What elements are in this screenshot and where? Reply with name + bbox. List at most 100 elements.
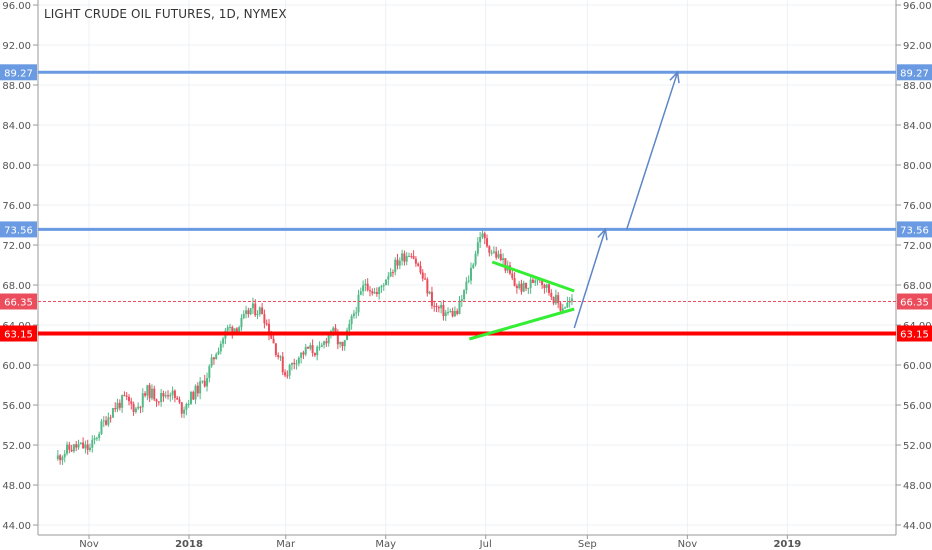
y-tick-label-left: 76.00 (2, 201, 31, 212)
candles-group (56, 228, 573, 465)
projection-arrow-head (669, 70, 680, 84)
candle-body (382, 285, 385, 287)
candle-body (350, 316, 353, 325)
candle-body (364, 283, 367, 286)
candle-body (233, 328, 236, 333)
price-tag-left-label: 66.35 (4, 298, 33, 309)
candle-body (284, 372, 287, 376)
candle-body (189, 392, 192, 404)
y-tick-label-right: 60.00 (903, 361, 932, 372)
candle-body (531, 279, 534, 283)
candle-body (405, 256, 408, 262)
candle-body (130, 401, 133, 404)
candle-body (394, 259, 397, 273)
candle-body (403, 253, 406, 262)
y-tick-label-right: 76.00 (903, 201, 932, 212)
candle-body (378, 287, 381, 295)
candle-body (66, 444, 69, 454)
candle-body (164, 395, 167, 397)
candle-body (132, 403, 135, 413)
candle-body (359, 291, 362, 295)
candle-body (518, 283, 521, 289)
candle-body (371, 291, 374, 294)
candle-body (201, 380, 204, 382)
candle-body (424, 278, 427, 280)
candle-body (72, 444, 75, 452)
price-tag-left (0, 325, 37, 342)
candle-body (341, 342, 344, 347)
candle-body (144, 393, 147, 396)
candle-body (566, 302, 569, 308)
candle-body (396, 259, 399, 266)
projection-arrow-shaft (625, 72, 679, 230)
price-tag-right (897, 221, 932, 238)
price-tag-left (0, 64, 37, 81)
candle-body (522, 282, 525, 292)
candle-body (185, 404, 188, 410)
candle-body (125, 395, 128, 397)
x-tick-label: Mar (276, 539, 296, 550)
candle-body (481, 233, 484, 238)
candle-body (316, 346, 319, 356)
candle-body (295, 363, 298, 365)
candle-body (59, 455, 62, 461)
candle-body (515, 285, 518, 289)
candle-body (242, 313, 245, 318)
y-tick-label-right: 72.00 (903, 241, 932, 252)
y-tick-label-left: 56.00 (2, 401, 31, 412)
candle-body (332, 327, 335, 331)
candle-body (100, 421, 103, 434)
candle-body (527, 287, 530, 289)
candle-body (444, 312, 447, 317)
candle-body (256, 314, 259, 316)
candle-body (300, 352, 303, 358)
candle-body (274, 343, 277, 355)
price-tag-left (0, 293, 37, 310)
candle-body (270, 334, 273, 339)
candle-body (194, 385, 197, 400)
candle-body (249, 308, 252, 315)
x-tick-label: 2019 (773, 539, 801, 550)
candle-body (139, 406, 142, 408)
candle-body (247, 310, 250, 315)
candle-body (486, 238, 489, 247)
x-tick-label: Nov (79, 539, 99, 550)
candle-body (167, 395, 170, 397)
candle-body (309, 345, 312, 349)
candle-body (63, 453, 66, 458)
candle-body (421, 272, 424, 279)
candle-body (208, 366, 211, 379)
candle-body (362, 285, 365, 292)
candle-body (442, 304, 445, 317)
candle-body (178, 399, 181, 403)
candle-body (105, 420, 108, 425)
candle-body (141, 393, 144, 408)
x-tick-label: May (375, 539, 396, 550)
candle-body (401, 253, 404, 261)
candle-body (70, 449, 73, 452)
candle-body (102, 420, 105, 422)
candle-body (311, 345, 314, 354)
candle-body (465, 281, 468, 291)
candle-body (293, 362, 296, 364)
candle-body (433, 305, 436, 307)
candle-body (187, 403, 190, 405)
candle-body (150, 388, 153, 399)
candle-body (529, 279, 532, 288)
candle-body (222, 338, 225, 344)
candle-body (79, 442, 82, 445)
price-tag-left-label: 89.27 (4, 68, 33, 79)
candle-body (107, 417, 110, 425)
y-tick-label-left: 84.00 (2, 121, 31, 132)
y-tick-label-left: 48.00 (2, 481, 31, 492)
candle-body (121, 395, 124, 408)
candle-body (469, 267, 472, 281)
candle-body (206, 378, 209, 387)
candle-body (82, 442, 85, 449)
candle-body (320, 344, 323, 347)
candle-body (199, 381, 202, 394)
candle-body (215, 354, 218, 360)
candle-body (279, 356, 282, 358)
candle-body (111, 408, 114, 418)
candle-body (366, 283, 369, 291)
